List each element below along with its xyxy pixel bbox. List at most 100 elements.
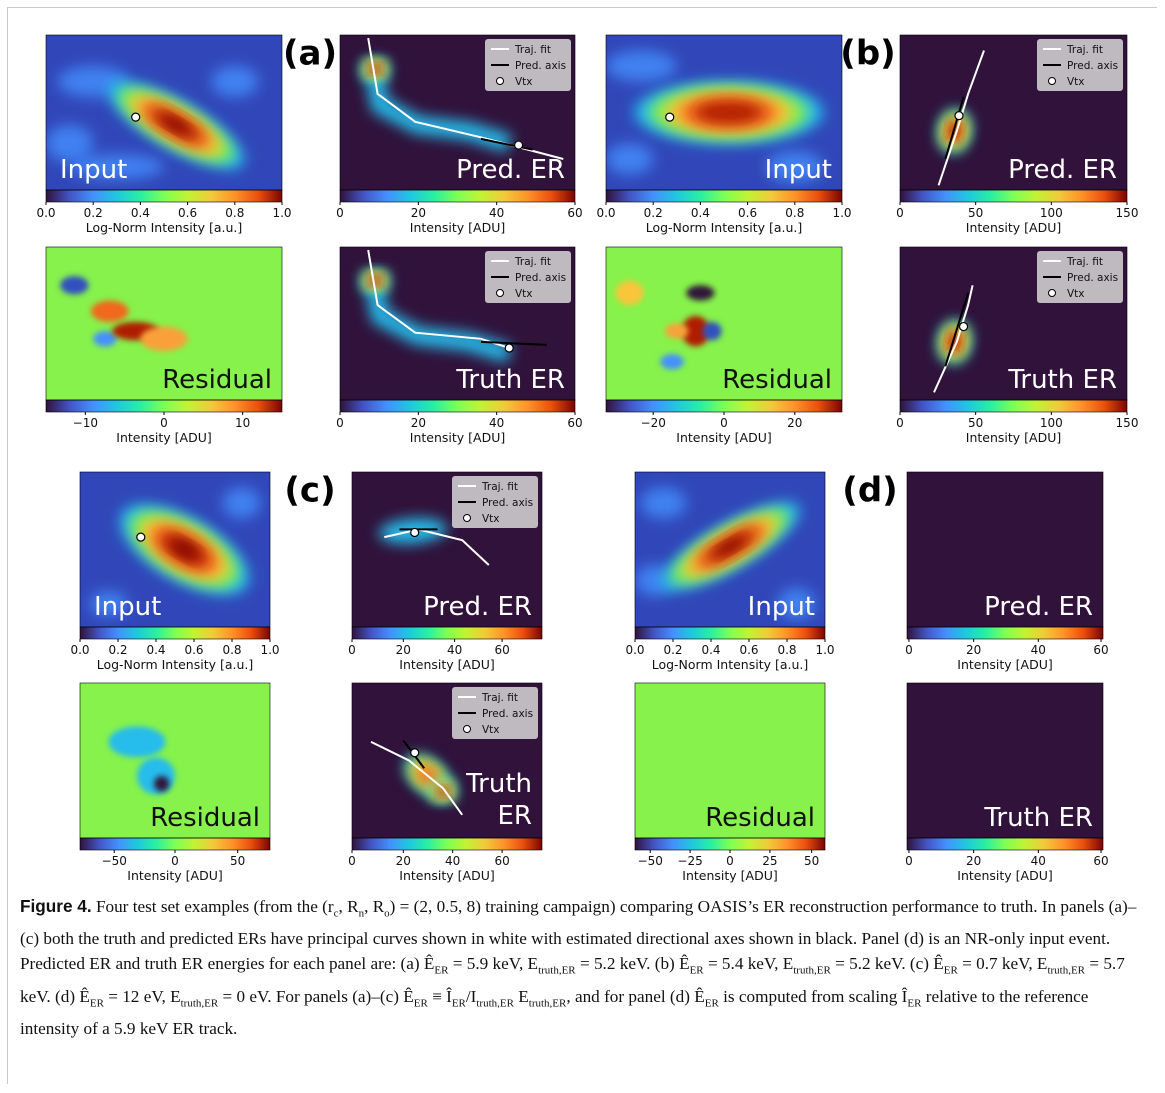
frame <box>79 682 271 839</box>
caption-subscript: ER <box>907 997 922 1010</box>
caption-text: = 5.9 keV, E <box>448 954 539 974</box>
heatmap <box>635 683 825 838</box>
tick-label: 60 <box>494 643 509 657</box>
legend-label: Traj. fit <box>1066 256 1103 268</box>
panel-label: Truth ER <box>983 803 1093 833</box>
residual-blob <box>140 326 188 352</box>
legend-label: Vtx <box>482 513 500 525</box>
tick-label: 60 <box>1093 854 1108 868</box>
tick-label: −50 <box>638 854 663 868</box>
tick-label: 0 <box>905 643 913 657</box>
tick-label: 25 <box>762 854 777 868</box>
caption-text: is computed from scaling Î <box>718 986 908 1006</box>
tick-label: 0.2 <box>84 206 103 220</box>
noise <box>766 151 824 183</box>
caption-label: Figure 4. <box>20 896 92 916</box>
blob <box>171 540 198 559</box>
caption-text: = 5.4 keV, E <box>703 954 794 974</box>
tick-label: 0.6 <box>184 643 203 657</box>
caption-subscript: truth,ER <box>793 964 831 977</box>
panel: Residual −20 0 20 Intensity [ADU] <box>605 246 843 445</box>
tick-label: 0.4 <box>691 206 710 220</box>
caption-text: , R <box>364 897 385 916</box>
caption-text: = 0.7 keV, E <box>957 954 1048 974</box>
traj-fit <box>937 50 985 186</box>
heatmap-bg <box>635 683 825 838</box>
residual-blob <box>686 285 715 301</box>
tick-label: 1.0 <box>832 206 851 220</box>
caption-subscript: ER <box>89 997 104 1010</box>
group-label: (c) <box>284 471 335 511</box>
caption-subscript: truth,ER <box>180 997 219 1010</box>
figure: (a) (b) (c) (d) Input 0.0 0.2 0.4 0.6 0.8 1.0 Log-N… <box>36 34 1138 884</box>
tick-label: 0.8 <box>785 206 804 220</box>
frame <box>634 682 826 839</box>
colorbar-label: Intensity [ADU] <box>957 657 1052 672</box>
colorbar-label: Intensity [ADU] <box>399 657 494 672</box>
panel: Input 0.0 0.2 0.4 0.6 0.8 1.0 Log-Norm Intensit… <box>625 471 835 672</box>
tick-label: 20 <box>787 416 802 430</box>
colorbar-label: Log-Norm Intensity [a.u.] <box>652 657 809 672</box>
pred-axis <box>944 96 965 160</box>
residual-blob <box>681 315 710 347</box>
colorbar-label: Intensity [ADU] <box>966 430 1061 445</box>
heatmap <box>907 683 1103 838</box>
tick-label: 60 <box>567 416 582 430</box>
caption-subscript: ER <box>434 964 449 977</box>
residual-blob <box>108 726 166 758</box>
colorbar-label: Log-Norm Intensity [a.u.] <box>97 657 254 672</box>
tick-label: −50 <box>102 854 127 868</box>
legend-label: Pred. axis <box>482 497 533 509</box>
noise <box>222 487 261 519</box>
frame <box>351 682 543 839</box>
frame <box>605 246 843 401</box>
frame <box>899 34 1128 191</box>
colorbar <box>906 837 1104 851</box>
legend-swatch <box>463 725 471 733</box>
tick-label: 40 <box>447 643 462 657</box>
legend-swatch <box>496 289 504 297</box>
colorbar <box>45 189 283 203</box>
tick-label: 0.2 <box>108 643 127 657</box>
heatmap <box>46 35 282 190</box>
heatmap <box>80 683 270 838</box>
colorbar-label: Log-Norm Intensity [a.u.] <box>646 220 803 235</box>
legend-label: Vtx <box>482 724 500 736</box>
tick-label: 50 <box>230 854 245 868</box>
colorbar-label: Intensity [ADU] <box>116 430 211 445</box>
tick-label: 60 <box>1093 643 1108 657</box>
legend-swatch <box>463 514 471 522</box>
frame <box>45 246 283 401</box>
residual-blob <box>702 321 722 341</box>
vertex <box>958 321 969 332</box>
colorbar-label: Intensity [ADU] <box>682 868 777 883</box>
panel: Pred. ER Traj. fit Pred. axis Vtx 0 20 40 60Int… <box>348 471 543 672</box>
frame <box>906 471 1104 628</box>
residual-blob <box>660 354 684 370</box>
tick-label: 20 <box>411 416 426 430</box>
heatmap <box>900 35 1127 190</box>
panel: Input 0.0 0.2 0.4 0.6 0.8 1.0 Log-Norm Intensit… <box>36 34 292 235</box>
tick-label: 0 <box>348 643 356 657</box>
legend-label: Traj. fit <box>481 481 518 493</box>
tick-label: 40 <box>1031 643 1046 657</box>
legend-label: Vtx <box>515 288 533 300</box>
legend-box <box>485 39 571 91</box>
legend-label: Vtx <box>1067 288 1085 300</box>
caption-text: = 5.2 keV. (b) Ê <box>575 954 690 974</box>
caption-subscript: truth,ER <box>538 964 576 977</box>
frame <box>605 34 843 191</box>
tick-label: 0 <box>896 206 904 220</box>
caption-text: = 12 eV, E <box>103 986 181 1006</box>
tick-label: 0 <box>720 416 728 430</box>
traj-fit <box>384 528 490 566</box>
colorbar <box>605 399 843 413</box>
tick-label: 40 <box>1031 854 1046 868</box>
residual-blob <box>137 757 175 795</box>
panel: Input 0.0 0.2 0.4 0.6 0.8 1.0 Log-Norm Intensit… <box>596 34 852 235</box>
tick-label: 100 <box>1040 206 1063 220</box>
tick-label: 50 <box>968 206 983 220</box>
colorbar-label: Intensity [ADU] <box>399 868 494 883</box>
panel: Residual −10 0 10 Intensity [ADU] <box>45 246 283 445</box>
legend-label: Traj. fit <box>481 692 518 704</box>
